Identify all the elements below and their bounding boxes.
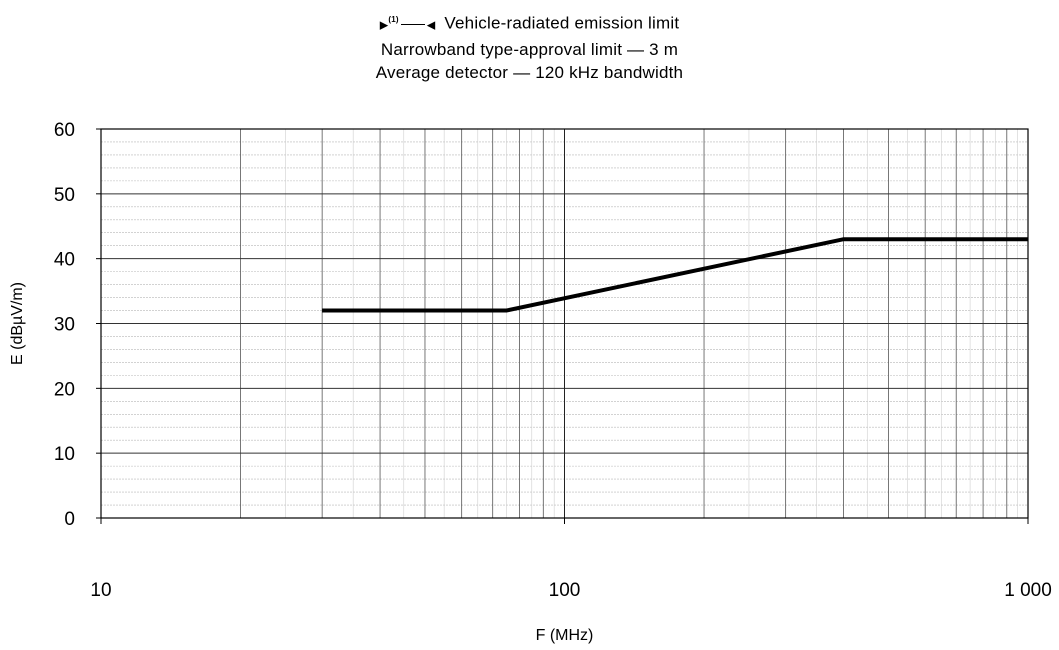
y-tick-label: 60 [54, 120, 75, 141]
series-group [322, 237, 1028, 313]
y-tick-label: 10 [54, 444, 75, 465]
y-tick-label: 40 [54, 250, 75, 271]
y-tick-label: 30 [54, 315, 75, 336]
y-axis-label: E (dBµV/m) [9, 282, 26, 365]
y-tick-label: 0 [64, 509, 75, 530]
y-axis-ticks: 0 10 20 30 40 50 60 [54, 120, 101, 530]
chart-title-line-1: Narrowband type-approval limit — 3 m [380, 39, 679, 59]
chart-title-line-2: Average detector — 120 kHz bandwidth [375, 62, 684, 82]
legend-note: (1) [388, 15, 399, 24]
legend-label: Vehicle-radiated emission limit [444, 13, 680, 33]
y-tick-label: 20 [54, 379, 75, 400]
chart-title-block: ▶(1)◀ Vehicle-radiated emission limit Na… [0, 8, 1059, 84]
legend-entry: ▶(1)◀ Vehicle-radiated emission limit [0, 8, 1059, 38]
x-tick-label: 100 [549, 580, 581, 601]
x-tick-label: 1 000 [1004, 580, 1052, 601]
x-axis-ticks: 10 100 1 000 [90, 518, 1052, 601]
x-tick-label: 10 [90, 580, 111, 601]
emission-limit-line [322, 237, 1028, 313]
legend-line-sample: ▶(1)◀ [379, 15, 436, 32]
x-axis-label: F (MHz) [536, 627, 594, 644]
y-tick-label: 50 [54, 185, 75, 206]
major-grid [100, 129, 1029, 518]
